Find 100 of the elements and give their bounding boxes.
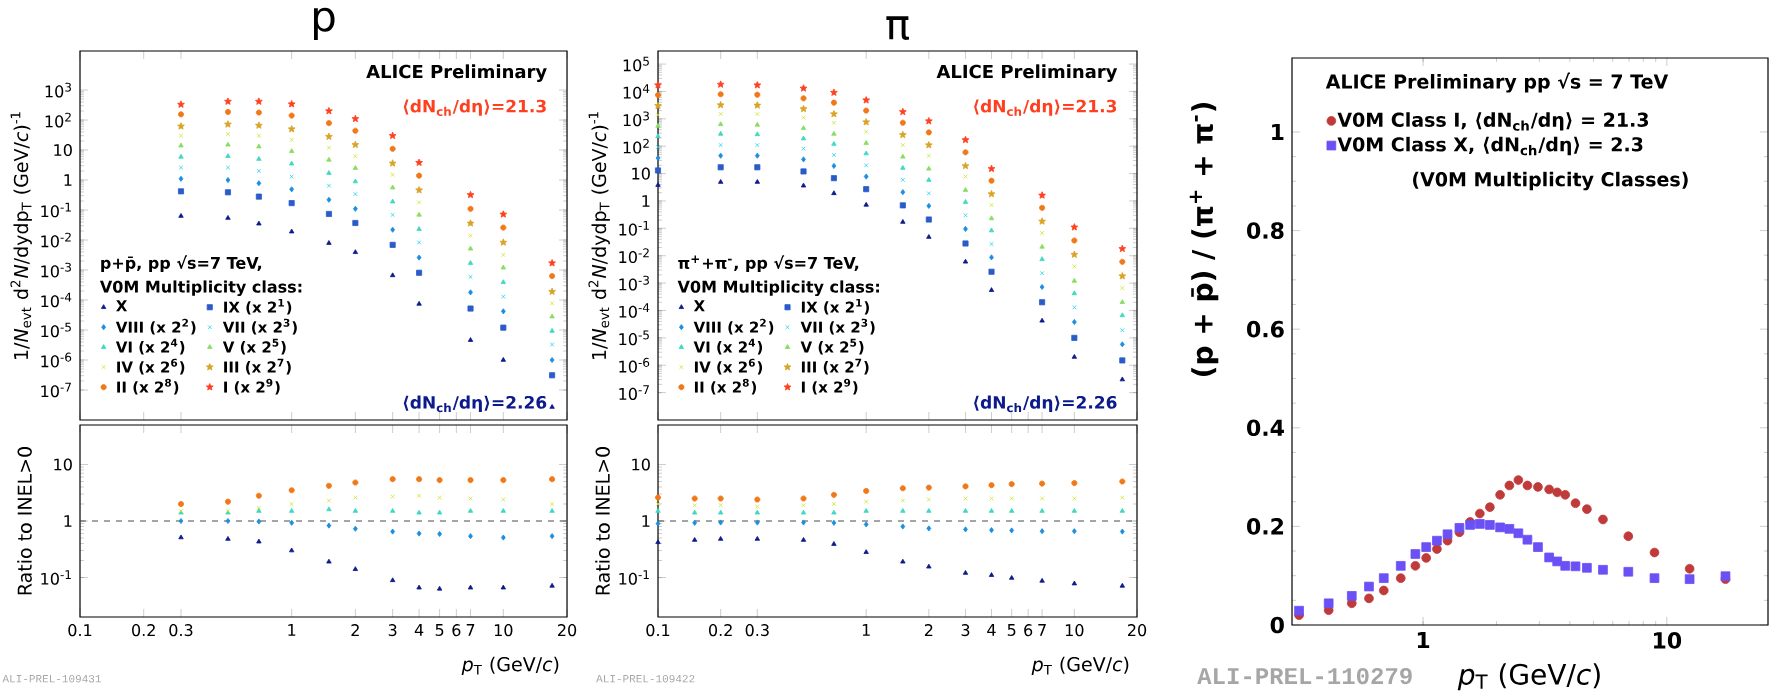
x-tick-label: 1 (862, 624, 870, 636)
y-tick-label: 10 (54, 458, 72, 471)
text: ALI-PREL-110279 (1197, 667, 1412, 685)
y-axis-title: (p + p̄) / (π$^{+}$ + π$^{-}$) (1189, 102, 1219, 376)
y-tick-label: 10$^{-3}$ (619, 275, 649, 291)
x-tick-label: 3 (388, 624, 397, 637)
y-tick-label: 1 (642, 515, 650, 527)
annotation: p+p̄, pp √s=7 TeV, (101, 255, 262, 273)
y-tick-label: 0 (1270, 616, 1284, 634)
x-tick-label: 0.3 (169, 624, 193, 637)
legend-label: V (x 2$^{5}$) (800, 338, 864, 355)
y-tick-label: 10$^{-1}$ (41, 570, 71, 585)
annotation: (V0M Multiplicity Classes) (1413, 171, 1688, 191)
y-tick-label: 10$^{-5}$ (619, 330, 649, 346)
text: 1/N$_{evt}$ d$^{2}$N/dydp$_{T}$ (GeV/c)$^{-1}$ (10, 112, 32, 359)
x-tick-label: 1 (288, 624, 296, 636)
legend-label: VI (x 2$^{4}$) (693, 338, 763, 355)
y-tick-label: 1 (642, 195, 650, 207)
x-tick-label: 7 (1038, 624, 1046, 636)
y-tick-label: 10$^{-1}$ (619, 221, 649, 236)
x-tick-label: 4 (414, 624, 424, 636)
annotation: ALICE Preliminary pp √s = 7 TeV (1325, 72, 1669, 93)
y-axis-title: Ratio to INEL>0 (595, 447, 610, 595)
x-tick-label: 20 (1127, 624, 1147, 637)
legend-label: VII (x 2$^{3}$) (222, 318, 297, 335)
x-tick-label: 2 (351, 624, 359, 636)
y-tick-label: 10$^{4}$ (623, 84, 650, 99)
legend-label: V0M Class X, ⟨dN$_{ch}$/dη⟩ = 2.3 (1337, 136, 1643, 156)
legend-label: X (693, 300, 705, 312)
y-tick-label: 10$^{3}$ (45, 82, 71, 98)
legend-label: III (x 2$^{7}$) (801, 358, 869, 375)
legend-label: IX (x 2$^{1}$) (801, 298, 869, 315)
x-axis-title: p$_{T}$ (GeV/c) (1031, 656, 1129, 676)
y-tick-label: 10$^{-7}$ (619, 385, 649, 400)
annotation: ⟨dN$_{ch}$/dη⟩=2.26 (974, 395, 1117, 413)
legend-label: III (x 2$^{7}$) (224, 358, 291, 375)
legend-label: II (x 2$^{8}$) (117, 378, 179, 395)
legend-label: II (x 2$^{8}$) (694, 378, 757, 395)
legend-label: V (x 2$^{5}$) (222, 338, 286, 355)
legend-title: V0M Multiplicity class: (99, 280, 302, 296)
text: ALI-PREL-109431 (2, 674, 101, 683)
legend-label: V0M Class I, ⟨dN$_{ch}$/dη⟩ = 21.3 (1337, 112, 1649, 131)
x-tick-label: 6 (452, 624, 461, 637)
y-tick-label: 10$^{3}$ (623, 111, 649, 127)
y-tick-label: 10$^{-2}$ (619, 248, 649, 264)
y-tick-label: 1 (1272, 123, 1284, 140)
annotation: ⟨dN$_{ch}$/dη⟩=21.3 (403, 99, 546, 116)
annotation: ALICE Preliminary (366, 64, 547, 82)
y-tick-label: 0.8 (1247, 222, 1284, 239)
y-tick-label: 1 (64, 174, 72, 186)
legend-label: VIII (x 2$^{2}$) (115, 318, 196, 335)
x-tick-label: 0.1 (646, 624, 670, 637)
legend-label: VI (x 2$^{4}$) (115, 338, 185, 355)
legend-label: IV (x 2$^{6}$) (117, 358, 185, 375)
y-axis-title: Ratio to INEL>0 (17, 447, 32, 595)
y-tick-label: 1 (64, 515, 72, 527)
x-axis-title: p$_{T}$ (GeV/c) (461, 656, 559, 676)
legend-label: VII (x 2$^{3}$) (800, 318, 875, 335)
x-tick-label: 0.2 (132, 624, 155, 637)
annotation: ⟨dN$_{ch}$/dη⟩=21.3 (974, 99, 1117, 116)
x-tick-label: 10 (1654, 632, 1682, 649)
y-tick-label: 10 (632, 167, 650, 180)
y-tick-label: 10$^{2}$ (45, 112, 71, 128)
y-tick-label: 10$^{-2}$ (41, 232, 71, 248)
legend-title: V0M Multiplicity class: (677, 280, 879, 296)
text: 1/N$_{evt}$ d$^{2}$N/dydp$_{T}$ (GeV/c)$^{-1}$ (588, 112, 610, 359)
y-tick-label: 10$^{-5}$ (41, 322, 71, 338)
annotation: ALICE Preliminary (936, 64, 1118, 82)
y-tick-label: 10$^{-4}$ (619, 303, 650, 318)
y-tick-label: 0.2 (1247, 518, 1284, 535)
x-tick-label: 0.2 (709, 624, 732, 637)
legend-label: IV (x 2$^{6}$) (694, 358, 763, 375)
x-tick-label: 10 (494, 624, 513, 637)
annotation: π$^{+}$+π$^{-}$, pp √s=7 TeV, (678, 255, 859, 273)
legend-label: X (116, 300, 128, 312)
y-tick-label: 10$^{5}$ (623, 56, 649, 72)
y-tick-label: 10 (54, 143, 72, 157)
x-tick-label: 0.1 (68, 624, 92, 637)
legend-label: I (x 2$^{9}$) (224, 378, 280, 395)
x-tick-label: 0.3 (745, 624, 769, 637)
y-tick-label: 10$^{-1}$ (41, 202, 71, 218)
x-tick-label: 20 (558, 624, 577, 637)
x-tick-label: 5 (435, 624, 444, 636)
x-tick-label: 1 (1417, 632, 1430, 649)
y-tick-label: 10$^{-7}$ (41, 382, 71, 398)
y-tick-label: 10$^{-3}$ (41, 262, 71, 278)
y-tick-label: 10$^{-4}$ (41, 292, 72, 308)
legend-label: VIII (x 2$^{2}$) (693, 318, 774, 335)
y-tick-label: 0.4 (1247, 419, 1284, 437)
annotation: ⟨dN$_{ch}$/dη⟩=2.26 (403, 395, 547, 413)
x-tick-label: 10 (1065, 624, 1084, 637)
y-tick-label: 10$^{-6}$ (619, 357, 650, 373)
legend-label: IX (x 2$^{1}$) (224, 298, 292, 315)
x-tick-label: 6 (1024, 624, 1033, 637)
text: ALI-PREL-109422 (596, 674, 695, 683)
y-tick-label: 10$^{-6}$ (41, 352, 72, 368)
y-tick-label: 0.6 (1247, 320, 1284, 338)
legend-label: I (x 2$^{9}$) (801, 378, 858, 395)
x-tick-label: 7 (466, 624, 475, 636)
x-tick-label: 3 (961, 624, 970, 637)
